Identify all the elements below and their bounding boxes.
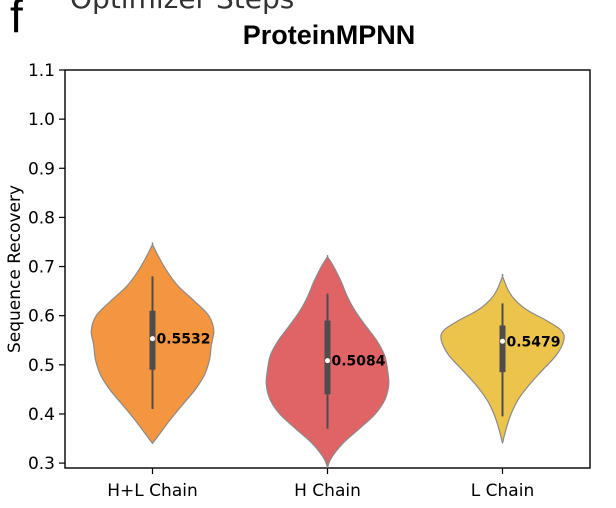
partial-heading: Optimizer Steps <box>70 0 294 15</box>
median-label: 0.5479 <box>507 334 561 350</box>
y-tick-label: 0.3 <box>28 454 55 474</box>
iqr-box <box>324 320 331 395</box>
iqr-box <box>499 325 506 373</box>
x-tick-label: H Chain <box>294 481 361 501</box>
median-dot <box>150 336 155 342</box>
y-tick-label: 1.1 <box>28 61 55 81</box>
y-tick-label: 0.7 <box>28 258 55 278</box>
y-tick-label: 0.9 <box>28 159 55 179</box>
x-tick-label: H+L Chain <box>107 481 197 501</box>
y-tick-label: 1.0 <box>28 110 55 130</box>
y-tick-label: 0.6 <box>28 307 55 327</box>
y-axis-label: Sequence Recovery <box>5 185 25 353</box>
y-tick-label: 0.8 <box>28 208 55 228</box>
x-tick-label: L Chain <box>471 481 534 501</box>
y-tick-label: 0.4 <box>28 405 55 425</box>
median-label: 0.5084 <box>332 354 386 370</box>
panel-label: f <box>10 0 23 42</box>
median-dot <box>500 338 505 344</box>
median-dot <box>325 358 330 364</box>
median-label: 0.5532 <box>157 332 211 348</box>
chart-title: ProteinMPNN <box>242 20 416 50</box>
y-tick-label: 0.5 <box>28 356 55 376</box>
